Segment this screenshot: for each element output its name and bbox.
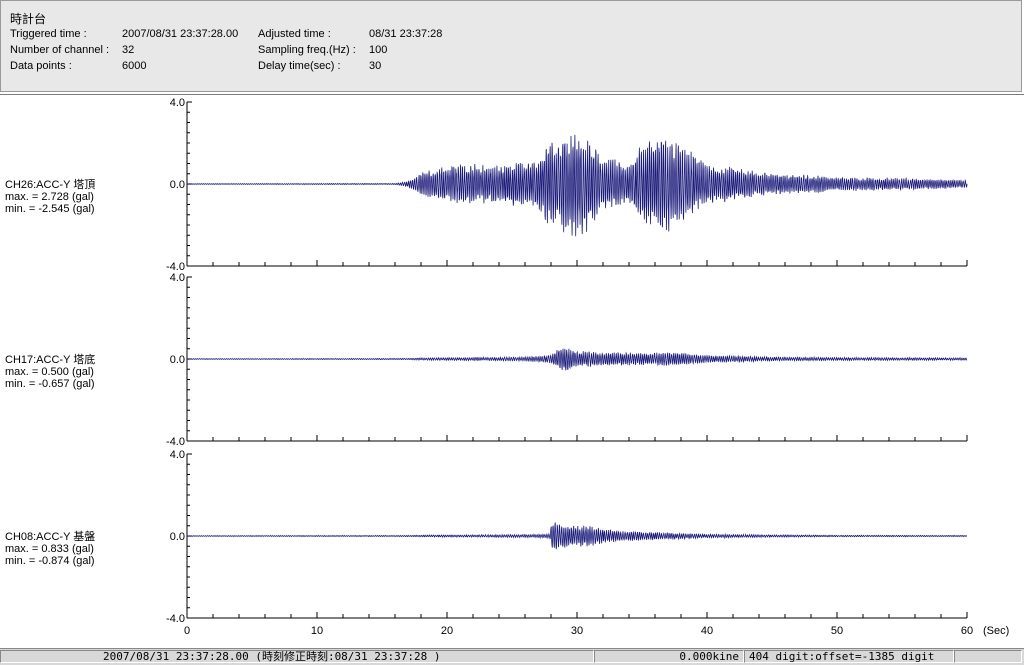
sampling-value: 100 (369, 44, 388, 56)
channel-min: min. = -0.874 (gal) (5, 555, 95, 567)
status-empty (954, 650, 1022, 663)
x-tick-label: 0 (184, 625, 190, 637)
delay-value: 30 (369, 60, 382, 72)
channel-label-2: CH08:ACC-Y 基盤 max. = 0.833 (gal) min. = … (5, 531, 95, 567)
waveform-series-2 (187, 522, 968, 550)
channel-label-1: CH17:ACC-Y 塔底 max. = 0.500 (gal) min. = … (5, 354, 95, 390)
info-panel: 時計台 Triggered time : 2007/08/31 23:37:28… (0, 0, 1022, 92)
y-tick-label: 4.0 (170, 449, 185, 461)
channel-name: CH26:ACC-Y 塔頂 (5, 179, 96, 191)
station-title: 時計台 (10, 12, 47, 26)
y-tick-label: 0.0 (170, 531, 185, 543)
channel-max: max. = 2.728 (gal) (5, 191, 94, 203)
y-tick-label: -4.0 (166, 613, 185, 625)
y-tick-label: 0.0 (170, 179, 185, 191)
channel-max: max. = 0.833 (gal) (5, 543, 94, 555)
status-digit: 404 digit:offset=-1385 digit (744, 650, 954, 663)
channel-min: min. = -2.545 (gal) (5, 203, 95, 215)
channel-label-0: CH26:ACC-Y 塔頂 max. = 2.728 (gal) min. = … (5, 179, 95, 215)
triggered-value: 2007/08/31 23:37:28.00 (122, 28, 239, 40)
x-tick-label: 20 (441, 625, 453, 637)
x-tick-label: 40 (701, 625, 713, 637)
channel-name: CH08:ACC-Y 基盤 (5, 531, 96, 543)
y-tick-label: -4.0 (166, 261, 185, 273)
points-label: Data points : (10, 60, 72, 72)
adjusted-label: Adjusted time : (258, 28, 331, 40)
y-tick-label: -4.0 (166, 436, 185, 448)
y-tick-label: 0.0 (170, 354, 185, 366)
channel-max: max. = 0.500 (gal) (5, 366, 94, 378)
channel-name: CH17:ACC-Y 塔底 (5, 354, 96, 366)
x-tick-label: 50 (831, 625, 843, 637)
points-value: 6000 (122, 60, 147, 72)
waveform-series-0 (186, 134, 968, 237)
x-tick-label: 10 (311, 625, 323, 637)
status-bar: 2007/08/31 23:37:28.00 (時刻修正時刻:08/31 23:… (0, 648, 1024, 665)
triggered-label: Triggered time : (10, 28, 87, 40)
waveform-chart: 4.00.0-4.04.00.0-4.04.00.0-4.00 10 20 30 40 5… (166, 97, 1009, 637)
sampling-label: Sampling freq.(Hz) : (258, 44, 356, 56)
delay-label: Delay time(sec) : (258, 60, 341, 72)
x-tick-label: 30 (571, 625, 583, 637)
channels-value: 32 (122, 44, 135, 56)
x-axis-label: (Sec) (983, 625, 1009, 637)
x-tick-label: 60 (961, 625, 973, 637)
plot-area: 4.0 0.0 -4.0 4.0 0.0 -4.0 4.0 0.0 -4.0 0 10 20 30 40 5… (0, 94, 1024, 649)
channels-label: Number of channel : (10, 44, 110, 56)
adjusted-value: 08/31 23:37:28 (369, 28, 443, 40)
channel-min: min. = -0.657 (gal) (5, 378, 95, 390)
y-tick-label: 4.0 (170, 97, 185, 109)
status-time: 2007/08/31 23:37:28.00 (時刻修正時刻:08/31 23:… (0, 650, 594, 663)
y-tick-label: 4.0 (170, 272, 185, 284)
waveform-series-1 (187, 348, 968, 371)
status-kine: 0.000kine (594, 650, 744, 663)
